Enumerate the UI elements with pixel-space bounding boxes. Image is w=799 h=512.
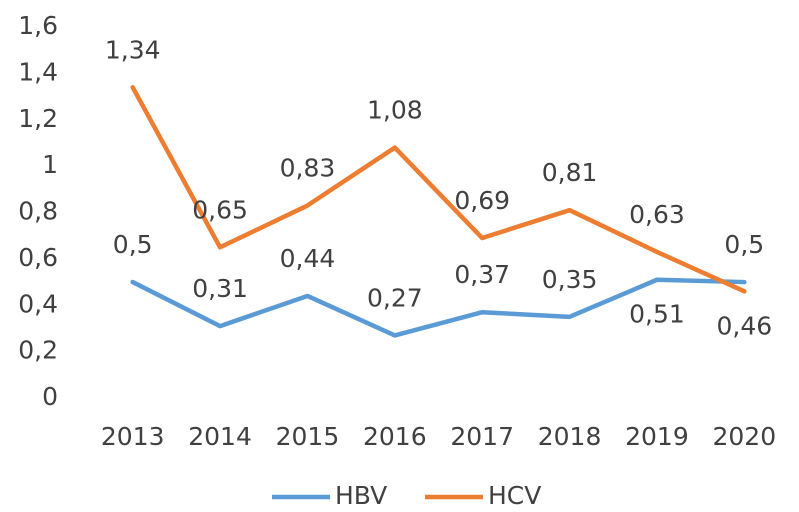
data-label: 0,65 xyxy=(192,195,248,224)
data-label: 0,37 xyxy=(454,260,510,289)
x-tick-label: 2020 xyxy=(713,422,777,451)
data-label: 0,83 xyxy=(280,154,336,183)
data-label: 0,63 xyxy=(629,200,685,229)
data-label: 0,46 xyxy=(716,311,772,340)
data-label: 0,5 xyxy=(724,230,764,259)
y-tick-label: 1,2 xyxy=(18,104,58,133)
x-tick-label: 2015 xyxy=(276,422,340,451)
data-label: 0,35 xyxy=(542,265,598,294)
x-tick-label: 2013 xyxy=(101,422,165,451)
x-tick-label: 2016 xyxy=(363,422,427,451)
data-label: 0,69 xyxy=(454,186,510,215)
data-label: 0,81 xyxy=(542,158,598,187)
legend-label: HBV xyxy=(335,481,387,510)
y-tick-label: 0,2 xyxy=(18,336,58,365)
series-line xyxy=(130,85,747,294)
x-tick-label: 2019 xyxy=(625,422,689,451)
x-tick-label: 2018 xyxy=(538,422,602,451)
data-label: 0,51 xyxy=(629,300,685,329)
x-tick-label: 2017 xyxy=(450,422,514,451)
y-tick-label: 1,4 xyxy=(18,57,58,86)
y-tick-label: 0 xyxy=(42,382,58,411)
data-label: 0,5 xyxy=(113,230,153,259)
data-label: 1,08 xyxy=(367,96,423,125)
y-tick-label: 1 xyxy=(42,150,58,179)
y-tick-label: 0,6 xyxy=(18,243,58,272)
legend-label: HCV xyxy=(488,481,541,510)
x-tick-label: 2014 xyxy=(188,422,252,451)
y-tick-label: 0,4 xyxy=(18,289,58,318)
y-tick-label: 1,6 xyxy=(18,11,58,40)
series-line xyxy=(130,277,747,338)
y-tick-label: 0,8 xyxy=(18,197,58,226)
data-label: 0,31 xyxy=(192,274,248,303)
data-label: 0,27 xyxy=(367,283,423,312)
data-label: 0,44 xyxy=(280,244,336,273)
data-label: 1,34 xyxy=(105,35,161,64)
